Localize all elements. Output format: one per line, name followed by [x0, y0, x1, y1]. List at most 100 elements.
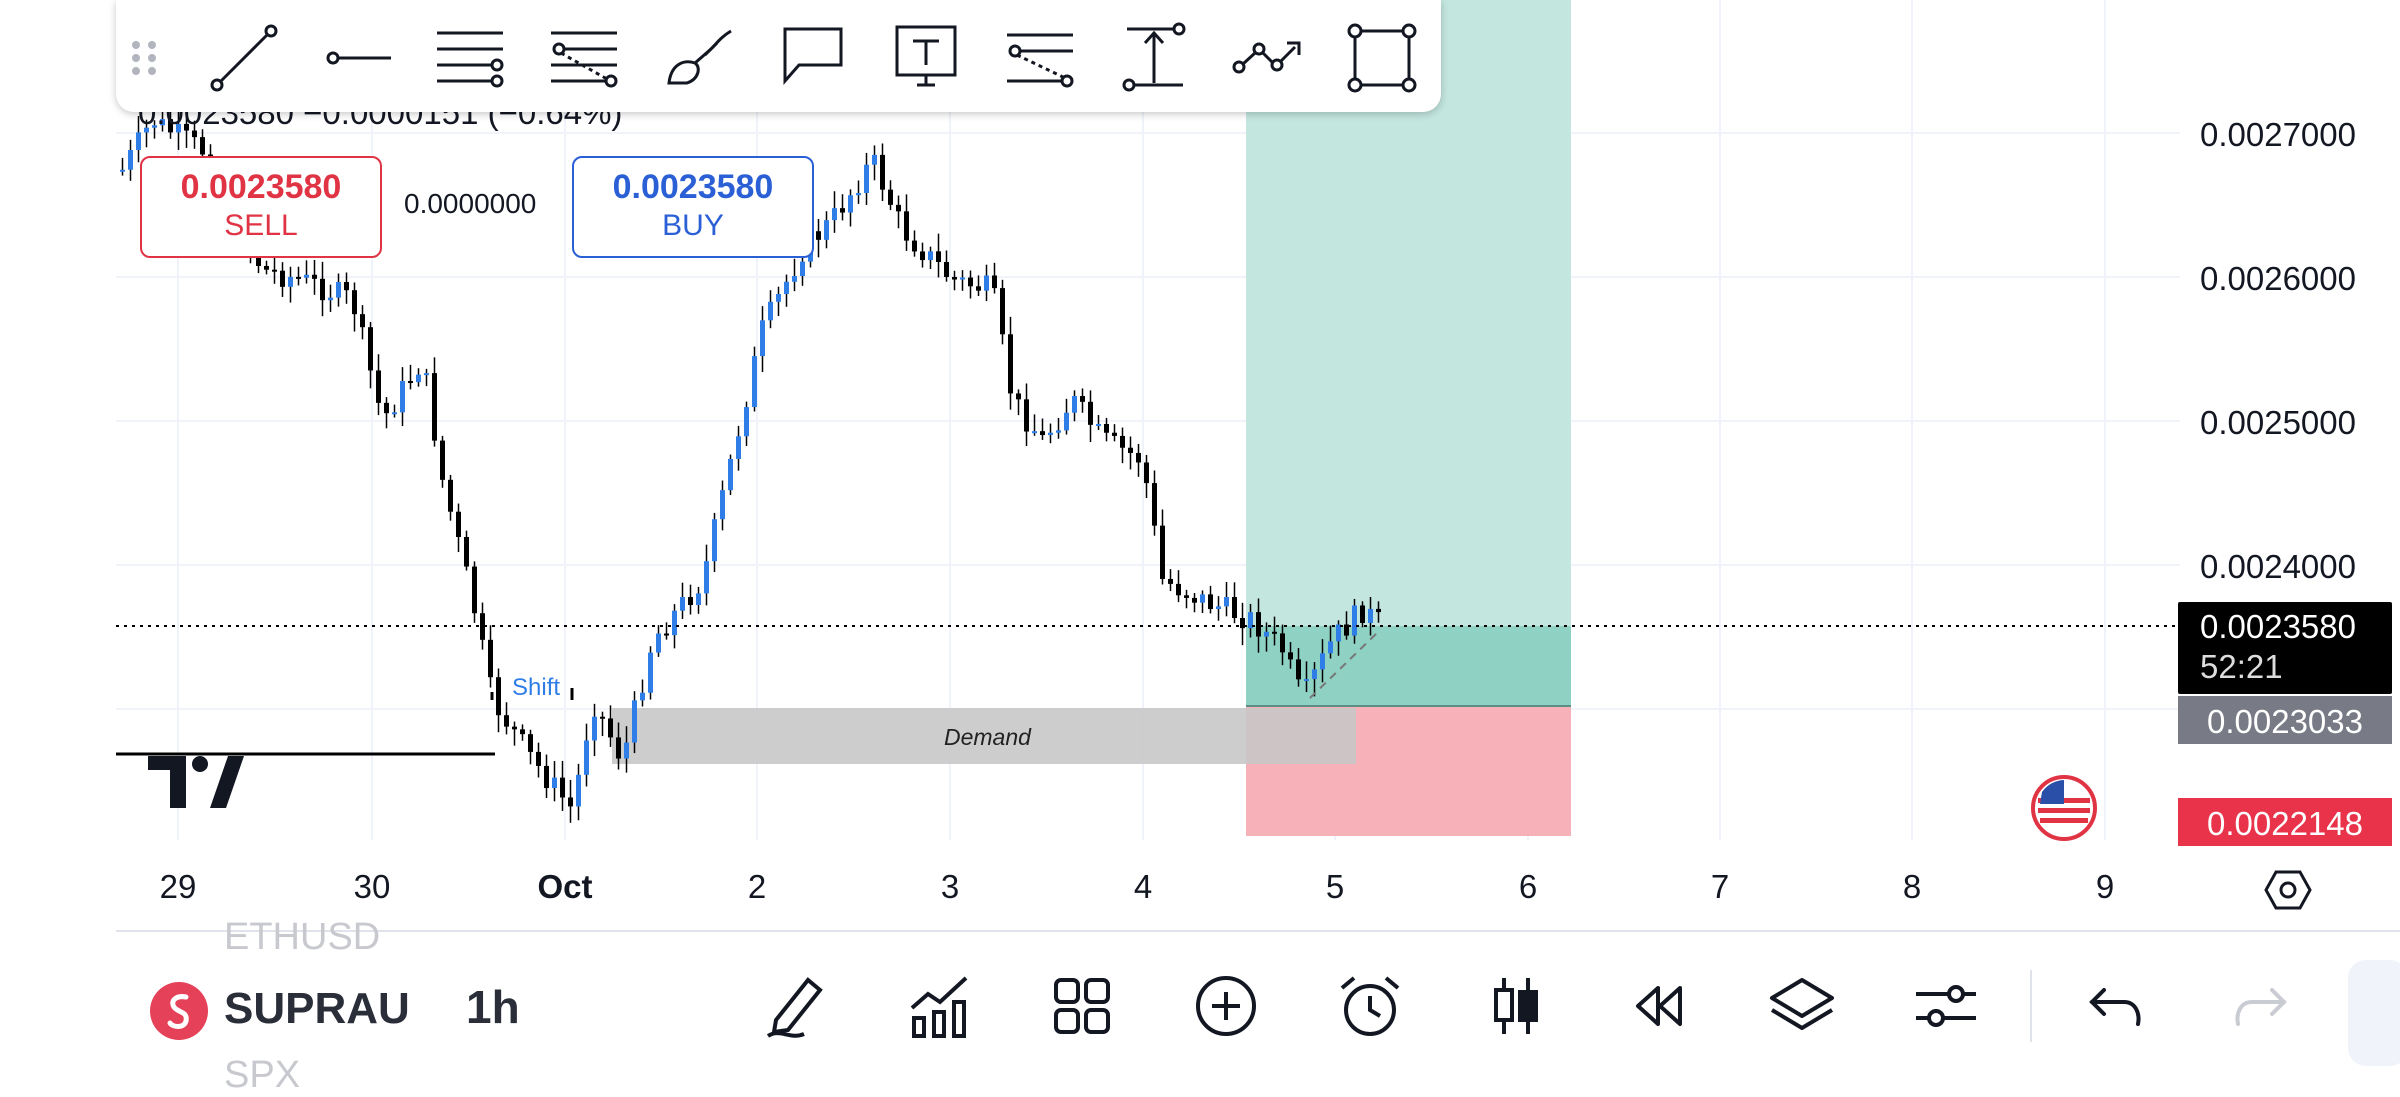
candle-body	[1288, 652, 1293, 660]
target-price-tag[interactable]: 0.0022148	[2178, 798, 2392, 846]
candle-body	[840, 208, 845, 213]
callout-icon[interactable]	[772, 18, 852, 98]
brush-icon[interactable]	[658, 18, 738, 98]
candle-body	[448, 479, 453, 512]
candle-body	[1200, 594, 1205, 603]
stop-price-tag[interactable]: 0.0023033	[2178, 696, 2392, 744]
candle-body	[656, 633, 661, 653]
rectangle-icon[interactable]	[1342, 18, 1422, 98]
chart-settings-icon[interactable]	[2264, 866, 2312, 914]
demand-label: Demand	[944, 724, 1031, 750]
candle-body	[672, 610, 677, 636]
candle-body	[200, 137, 205, 155]
candle-body	[936, 251, 941, 263]
candle-body	[360, 314, 365, 328]
candle-body	[968, 277, 973, 287]
path-icon[interactable]	[1228, 18, 1308, 98]
candle-body	[320, 278, 325, 301]
candle-body	[1144, 462, 1149, 484]
candle-body	[1048, 432, 1053, 436]
interval-button[interactable]: 1h	[466, 981, 520, 1033]
candle-body	[552, 777, 557, 789]
candle-body	[504, 715, 509, 727]
undo-icon[interactable]	[2076, 966, 2156, 1046]
candle-body	[1296, 659, 1301, 680]
price-chart[interactable]	[0, 0, 2400, 930]
buy-button[interactable]: 0.0023580 BUY	[572, 156, 814, 258]
candle-body	[1176, 583, 1181, 596]
candle-body	[424, 373, 429, 376]
date-label: 3	[940, 868, 960, 905]
settings-sliders-icon[interactable]	[1906, 966, 1986, 1046]
candles-icon[interactable]	[1476, 966, 1556, 1046]
candle-body	[920, 251, 925, 261]
candle-body	[1280, 633, 1285, 653]
price-tick-4: 0.0024000	[2200, 548, 2356, 585]
candle-body	[336, 282, 341, 298]
trend-line-icon[interactable]	[204, 18, 284, 98]
date-label: 9	[2095, 868, 2115, 905]
redo-icon[interactable]	[2220, 966, 2300, 1046]
buy-price: 0.0023580	[612, 168, 774, 206]
candle-body	[760, 320, 765, 357]
fib-retracement-icon[interactable]	[544, 18, 624, 98]
candlestick-series	[120, 105, 1381, 823]
candle-body	[1184, 595, 1189, 598]
spread-value: 0.0000000	[404, 188, 537, 219]
candle-body	[272, 269, 277, 272]
layers-icon[interactable]	[1762, 966, 1842, 1046]
symbol-next[interactable]: SPX	[224, 1054, 301, 1096]
pencil-icon[interactable]	[756, 966, 836, 1046]
candle-body	[488, 639, 493, 678]
price-range-icon[interactable]	[1114, 18, 1194, 98]
sell-button[interactable]: 0.0023580 SELL	[140, 156, 382, 258]
candle-body	[480, 613, 485, 640]
current-price-tag[interactable]: 0.0023580 52:21	[2178, 602, 2392, 694]
alarm-icon[interactable]	[1330, 966, 1410, 1046]
candle-body	[192, 130, 197, 138]
date-label: 8	[1902, 868, 1922, 905]
candle-body	[816, 231, 821, 240]
replay-icon[interactable]	[1618, 966, 1698, 1046]
more-panel-handle[interactable]	[2348, 960, 2400, 1066]
candle-body	[128, 150, 133, 170]
candle-body	[416, 374, 421, 383]
layouts-icon[interactable]	[1042, 966, 1122, 1046]
candle-body	[584, 740, 589, 775]
text-icon[interactable]	[886, 18, 966, 98]
date-label: Oct	[537, 868, 593, 905]
symbol-name[interactable]: SUPRAU	[224, 984, 410, 1033]
date-label: 4	[1133, 868, 1153, 905]
candle-body	[1168, 578, 1173, 584]
candle-body	[736, 436, 741, 459]
candle-body	[264, 265, 269, 270]
candle-body	[704, 561, 709, 594]
bar-countdown: 52:21	[2200, 648, 2283, 685]
candle-body	[1104, 423, 1109, 433]
candle-body	[1224, 597, 1229, 607]
add-icon[interactable]	[1186, 966, 1266, 1046]
parallel-channel-icon[interactable]	[430, 18, 510, 98]
candle-body	[376, 370, 381, 403]
us-flag-icon[interactable]	[2030, 774, 2098, 842]
candle-body	[176, 123, 181, 133]
candle-body	[768, 301, 773, 321]
date-label: 2	[747, 868, 767, 905]
indicators-icon[interactable]	[900, 966, 980, 1046]
candle-body	[616, 737, 621, 759]
date-label: 5	[1325, 868, 1345, 905]
candle-body	[832, 208, 837, 221]
candle-body	[952, 276, 957, 280]
drag-handle-icon[interactable]	[122, 18, 166, 98]
candle-body	[160, 119, 165, 126]
candle-body	[984, 275, 989, 291]
demand-zone[interactable]	[612, 708, 1356, 764]
candle-body	[512, 726, 517, 730]
projection-line	[1309, 631, 1379, 699]
symbol-prev[interactable]: ETHUSD	[224, 916, 381, 958]
candle-body	[1376, 608, 1381, 613]
candle-body	[464, 536, 469, 567]
gann-fan-icon[interactable]	[1000, 18, 1080, 98]
candle-body	[592, 716, 597, 741]
horizontal-ray-icon[interactable]	[318, 18, 398, 98]
